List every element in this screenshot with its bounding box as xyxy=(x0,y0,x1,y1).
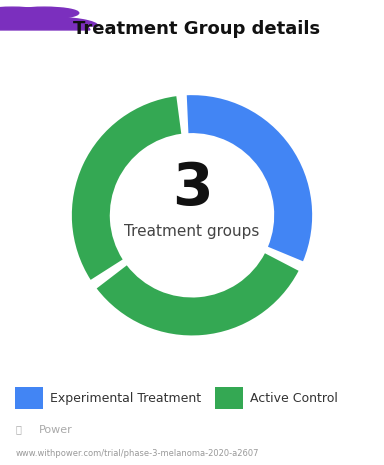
Text: Treatment groups: Treatment groups xyxy=(124,224,260,239)
Text: 3: 3 xyxy=(172,160,212,217)
Wedge shape xyxy=(0,20,90,30)
Text: Experimental Treatment: Experimental Treatment xyxy=(50,392,201,405)
Text: Active Control: Active Control xyxy=(250,392,338,405)
Circle shape xyxy=(0,7,47,19)
Circle shape xyxy=(10,7,79,19)
Wedge shape xyxy=(97,253,299,335)
Circle shape xyxy=(0,9,67,22)
Bar xyxy=(15,387,43,409)
Wedge shape xyxy=(72,96,181,280)
Text: Power: Power xyxy=(38,425,72,435)
Wedge shape xyxy=(0,17,98,26)
Text: Treatment Group details: Treatment Group details xyxy=(73,20,320,38)
Wedge shape xyxy=(0,17,66,26)
Text: www.withpower.com/trial/phase-3-melanoma-2020-a2607: www.withpower.com/trial/phase-3-melanoma… xyxy=(15,449,259,458)
Text: 🔰: 🔰 xyxy=(15,425,21,435)
Wedge shape xyxy=(187,95,312,261)
Bar xyxy=(215,387,243,409)
